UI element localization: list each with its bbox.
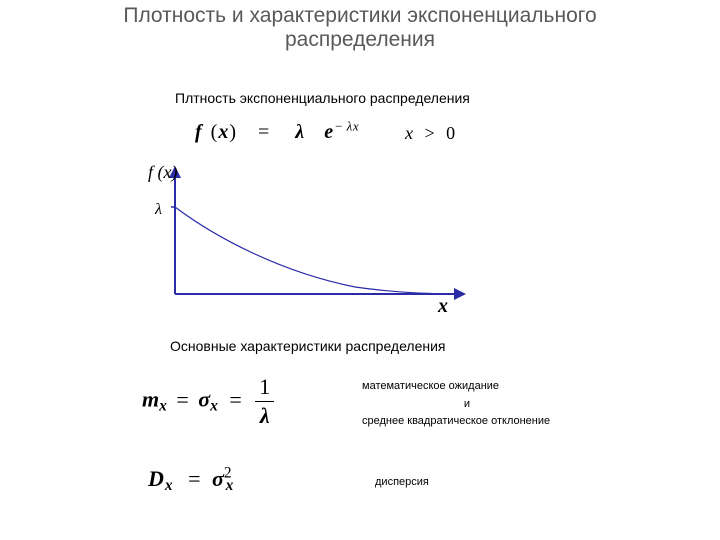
slide-title: Плотность и характеристики экспоненциаль…	[0, 4, 720, 52]
pdf-chart: f (x) λ x	[120, 162, 475, 317]
var-sigma: σ	[212, 466, 224, 491]
mean-m-sub: x	[159, 397, 167, 414]
pdf-exp-minus: −	[335, 118, 343, 133]
pdf-e: e	[324, 121, 335, 143]
fx-axis-label: f (x)	[148, 162, 177, 183]
x-axis-label: x	[437, 295, 448, 317]
pdf-x: x	[218, 121, 229, 143]
mean-caption-line3: среднее квадратическое отклонение	[362, 413, 572, 431]
var-D: D	[148, 466, 164, 491]
x-axis-arrow	[454, 288, 466, 300]
mean-caption-line2: и	[362, 396, 572, 414]
mean-sigma-sub: x	[210, 397, 218, 414]
pdf-formula: f (x) = λ e− λx	[195, 121, 359, 144]
pdf-section-header: Плтность экспоненциального распределения	[175, 90, 470, 106]
mean-formula: mx = σx = 1 λ	[142, 374, 276, 429]
characteristics-header: Основные характеристики распределения	[170, 338, 446, 354]
pdf-condition: x > 0	[405, 123, 457, 144]
variance-caption: дисперсия	[375, 474, 429, 492]
pdf-cond-gt: >	[425, 123, 437, 143]
mean-caption-line1: математическое ожидание	[362, 378, 572, 396]
pdf-f: f	[195, 121, 204, 143]
pdf-lambda: λ	[295, 121, 306, 143]
mean-caption: математическое ожидание и среднее квадра…	[362, 378, 572, 431]
slide: Плотность и характеристики экспоненциаль…	[0, 0, 720, 540]
mean-eq2: =	[229, 387, 241, 412]
var-D-sub: x	[165, 477, 173, 494]
mean-eq1: =	[176, 387, 188, 412]
exp-curve	[175, 207, 432, 294]
mean-frac-num: 1	[255, 374, 274, 400]
pdf-exp-x: x	[353, 118, 359, 133]
title-line1: Плотность и характеристики экспоненциаль…	[123, 4, 596, 27]
pdf-rparen: )	[229, 121, 238, 143]
pdf-cond-zero: 0	[446, 123, 457, 143]
mean-fraction: 1 λ	[255, 374, 274, 429]
mean-frac-den: λ	[255, 403, 274, 429]
mean-sigma: σ	[198, 387, 210, 412]
variance-formula: Dx = σ2x	[148, 466, 233, 492]
title-line2: распределения	[285, 28, 435, 51]
mean-m: m	[142, 387, 159, 412]
pdf-eq: =	[258, 121, 271, 143]
pdf-cond-x: x	[405, 123, 415, 143]
var-eq: =	[188, 466, 200, 491]
var-sigma-sub: x	[226, 477, 234, 494]
lambda-axis-label: λ	[154, 201, 162, 218]
